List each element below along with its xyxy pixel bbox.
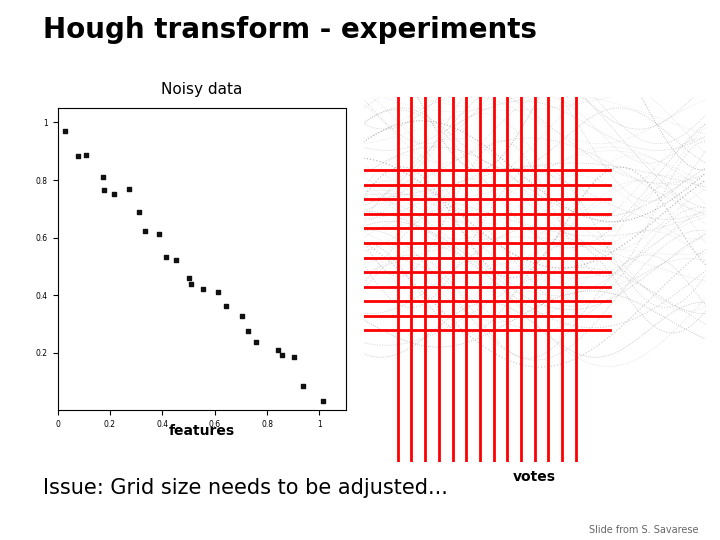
Point (81, 151, 92, 160)
Point (160, 253, 171, 261)
Text: Hough transform - experiments: Hough transform - experiments (43, 16, 537, 44)
Point (288, 353, 300, 361)
Point (98, 186, 109, 194)
Point (276, 350, 287, 359)
Point (97, 172, 109, 181)
Text: features: features (168, 424, 235, 438)
Point (220, 302, 232, 310)
Point (212, 288, 223, 296)
Text: Issue: Grid size needs to be adjusted...: Issue: Grid size needs to be adjusted... (43, 478, 448, 498)
Point (297, 382, 309, 390)
Point (133, 207, 145, 216)
Text: votes: votes (513, 470, 556, 484)
Point (184, 273, 195, 282)
Point (272, 346, 284, 354)
Point (186, 279, 197, 288)
Point (236, 312, 248, 320)
Point (72, 152, 84, 160)
Point (109, 190, 120, 198)
Point (153, 230, 165, 238)
Point (242, 327, 253, 335)
Point (139, 226, 150, 235)
Point (317, 396, 328, 405)
Point (124, 185, 135, 194)
Point (197, 284, 209, 293)
Point (171, 255, 182, 264)
Point (59, 126, 71, 135)
Text: Slide from S. Savarese: Slide from S. Savarese (589, 524, 698, 535)
Point (251, 338, 262, 346)
Text: Noisy data: Noisy data (161, 82, 243, 97)
